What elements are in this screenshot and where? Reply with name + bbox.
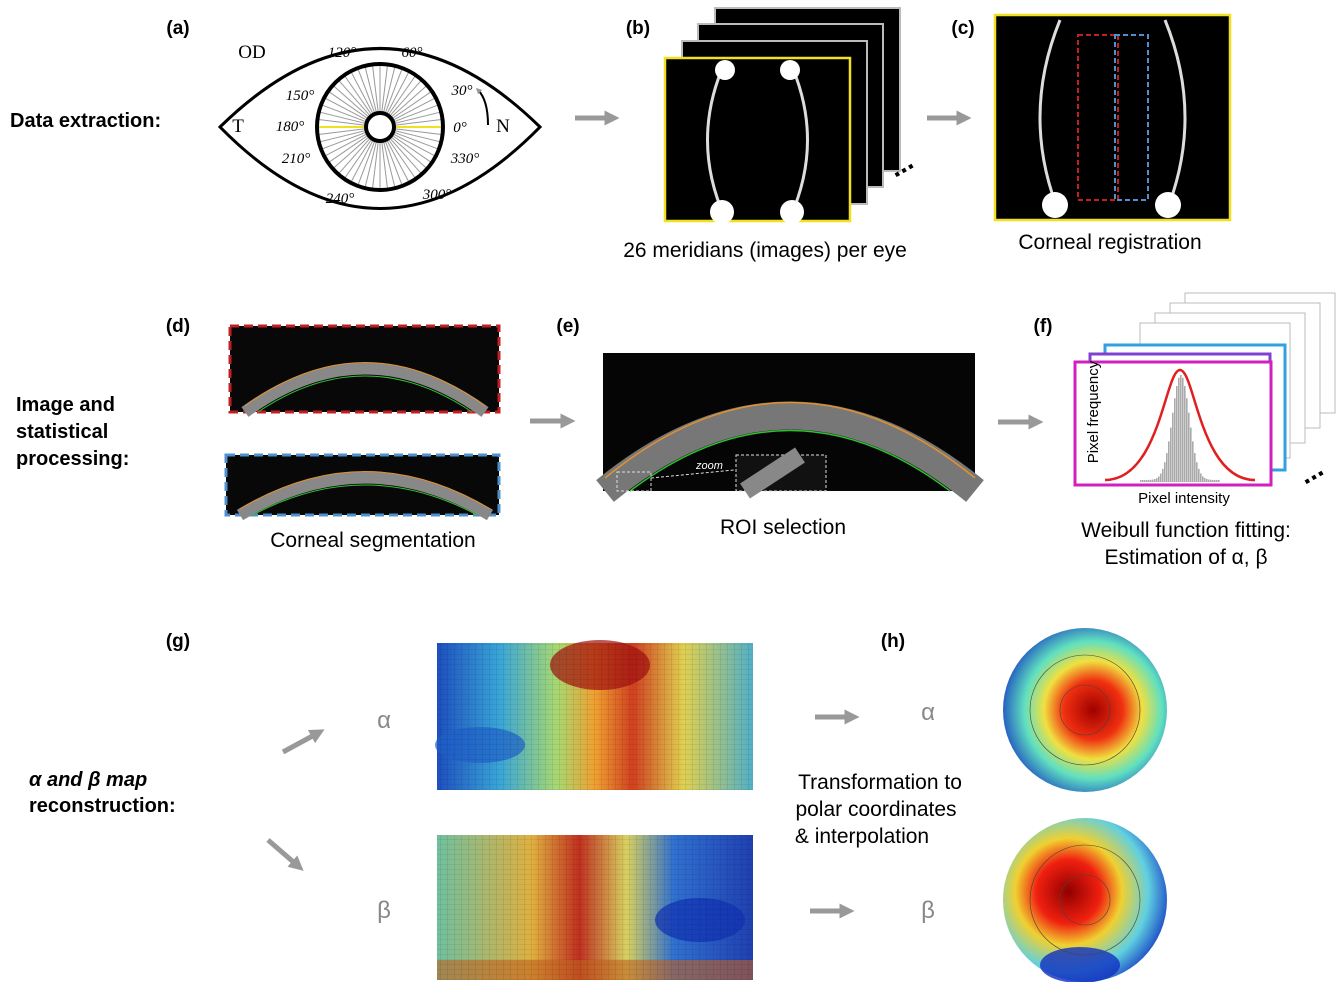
histogram-bar <box>1166 453 1168 482</box>
axis-label: Pixel frequency <box>1085 360 1102 463</box>
map-label: α <box>921 699 935 726</box>
angle-label: 30° <box>451 83 473 99</box>
row-label: reconstruction: <box>29 795 176 817</box>
panel-label: (f) <box>1034 316 1053 337</box>
angle-label: 330° <box>450 151 480 167</box>
roi-image <box>603 353 975 491</box>
panel-label: (e) <box>556 316 579 337</box>
eye-diagram <box>220 49 540 209</box>
histogram-bar <box>1214 480 1216 482</box>
histogram-stack <box>1075 293 1335 485</box>
histogram-bar <box>1216 480 1218 482</box>
caption: ROI selection <box>720 516 846 539</box>
caption: Corneal segmentation <box>270 529 475 552</box>
histogram-bar <box>1148 480 1150 482</box>
histogram-bar <box>1162 469 1164 482</box>
histogram-bar <box>1182 378 1184 482</box>
registration-image <box>995 15 1230 220</box>
histogram-bar <box>1196 462 1198 482</box>
angle-label: 0° <box>453 120 467 136</box>
angle-label: 240° <box>326 191 355 207</box>
panel-label: (b) <box>626 18 650 39</box>
row-label: Data extraction: <box>10 110 161 132</box>
histogram-bar <box>1208 480 1210 482</box>
polar-maps <box>1003 628 1167 982</box>
caption: & interpolation <box>795 825 929 848</box>
histogram-bar <box>1144 480 1146 482</box>
row-label: statistical <box>16 421 108 443</box>
beta-map <box>437 835 753 980</box>
row-label: α and β map <box>29 769 147 791</box>
histogram-bar <box>1168 441 1170 482</box>
histogram-bar <box>1194 453 1196 482</box>
histogram-bar <box>1180 375 1182 482</box>
caption: Corneal registration <box>1018 231 1201 254</box>
histogram-bar <box>1210 480 1212 482</box>
angle-label: 120° <box>328 45 357 61</box>
angle-label: 180° <box>276 119 305 135</box>
zoom-label: zoom <box>695 460 723 472</box>
histogram-bar <box>1142 480 1144 482</box>
angle-label: 150° <box>286 88 315 104</box>
histogram-bar <box>1154 479 1156 482</box>
caption: Weibull function fitting: <box>1081 519 1291 542</box>
axis-label: Pixel intensity <box>1138 490 1230 507</box>
panel-label: (d) <box>166 316 190 337</box>
histogram-bar <box>1174 398 1176 482</box>
histogram-bar <box>1206 479 1208 482</box>
panel-label: (h) <box>881 631 905 652</box>
row-label: Image and <box>16 394 115 416</box>
eye-label: N <box>496 116 510 137</box>
panel-label: (g) <box>166 631 190 652</box>
histogram-bar <box>1156 478 1158 482</box>
angle-label: 210° <box>282 151 311 167</box>
map-label: β <box>377 897 391 924</box>
histogram-bar <box>1146 480 1148 482</box>
histogram-bar <box>1198 469 1200 482</box>
histogram-bar <box>1176 386 1178 482</box>
histogram-bar <box>1188 413 1190 482</box>
caption: Estimation of α, β <box>1104 546 1267 569</box>
histogram-bar <box>1200 473 1202 482</box>
histogram-bar <box>1152 480 1154 482</box>
row-label: processing: <box>16 448 129 470</box>
image-stack <box>665 8 900 224</box>
histogram-bar <box>1158 476 1160 482</box>
histogram-bar <box>1186 398 1188 482</box>
caption: polar coordinates <box>795 798 956 821</box>
panel-label: (c) <box>951 18 974 39</box>
segmentation-images <box>226 326 499 515</box>
histogram-bar <box>1184 386 1186 482</box>
histogram-bar <box>1192 441 1194 482</box>
histogram-bar <box>1164 462 1166 482</box>
histogram-bar <box>1218 480 1220 482</box>
histogram-bar <box>1178 378 1180 482</box>
figure: (a) (b) (c) (d) (e) (f) (g) (h) Data ext… <box>0 0 1343 982</box>
histogram-bar <box>1150 480 1152 482</box>
eye-label: OD <box>238 42 265 63</box>
histogram-bar <box>1160 473 1162 482</box>
eye-label: T <box>232 116 244 137</box>
histogram-bar <box>1140 480 1142 482</box>
ellipsis: ... <box>1293 452 1329 491</box>
angle-label: 300° <box>422 187 452 203</box>
histogram-bar <box>1212 480 1214 482</box>
map-label: β <box>921 897 935 924</box>
map-label: α <box>377 707 391 734</box>
histogram-bar <box>1202 476 1204 482</box>
caption: Transformation to <box>798 771 962 794</box>
panel-label: (a) <box>166 18 189 39</box>
histogram-bar <box>1170 428 1172 482</box>
histogram-bar <box>1172 413 1174 482</box>
histogram-bar <box>1190 428 1192 482</box>
caption: 26 meridians (images) per eye <box>623 239 907 262</box>
alpha-map <box>435 640 753 790</box>
histogram-bar <box>1204 478 1206 482</box>
angle-label: 60° <box>402 45 423 61</box>
